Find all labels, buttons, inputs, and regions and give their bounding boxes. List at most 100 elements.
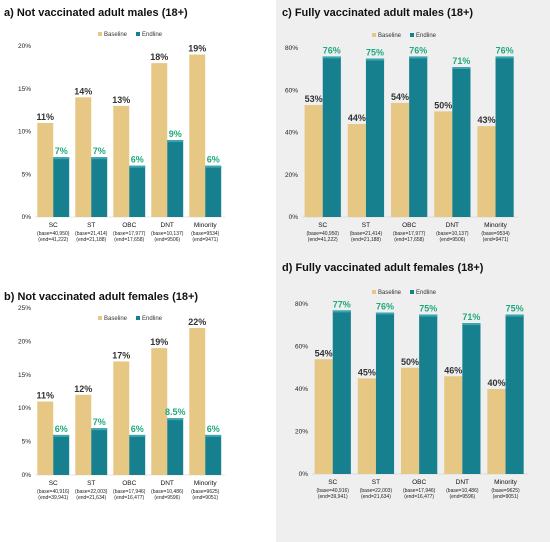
bar-endline xyxy=(495,56,514,218)
x-category-label: ST xyxy=(87,222,95,229)
legend-swatch-endline xyxy=(136,32,140,36)
data-label-endline: 6% xyxy=(131,424,144,434)
data-label-endline: 6% xyxy=(207,155,220,165)
y-tick-label: 15% xyxy=(18,86,31,93)
y-tick-label: 80% xyxy=(295,301,308,308)
sample-base-label: (base=17,977) xyxy=(113,231,146,237)
bar-baseline xyxy=(189,54,206,217)
bar-endline xyxy=(129,165,146,217)
legend: Baseline Endline xyxy=(372,290,437,296)
data-label-baseline: 43% xyxy=(477,115,495,125)
chart-title: a) Not vaccinated adult males (18+) xyxy=(4,7,188,19)
sample-end-label: (end=9506) xyxy=(154,237,180,243)
sample-base-label: (base=21,414) xyxy=(350,231,383,237)
y-tick-label: 5% xyxy=(22,171,32,178)
x-category-label: OBC xyxy=(402,222,416,229)
data-label-endline: 6% xyxy=(207,424,220,434)
bar-endline-cap xyxy=(322,56,341,59)
data-label-baseline: 17% xyxy=(112,350,130,360)
sample-end-label: (end=16,477) xyxy=(114,495,144,501)
y-tick-label: 10% xyxy=(18,129,31,136)
chart-title: b) Not vaccinated adult females (18+) xyxy=(4,291,198,303)
data-label-baseline: 45% xyxy=(358,367,376,377)
bar-baseline xyxy=(357,378,376,474)
bar-endline xyxy=(53,434,70,475)
bar-baseline xyxy=(444,376,463,474)
sample-end-label: (end=21,188) xyxy=(351,237,381,243)
sample-base-label: (base=17,946) xyxy=(113,489,146,495)
sample-base-label: (base=10,137) xyxy=(151,231,184,237)
x-category-label: DNT xyxy=(456,479,469,486)
legend-swatch-baseline xyxy=(372,290,376,294)
bar-endline xyxy=(205,434,222,475)
data-label-baseline: 44% xyxy=(348,113,366,123)
legend: Baseline Endline xyxy=(98,32,163,38)
data-label-endline: 71% xyxy=(462,312,480,322)
data-label-baseline: 22% xyxy=(188,317,206,327)
bar-endline xyxy=(205,165,222,217)
chart-d: d) Fully vaccinated adult females (18+) B… xyxy=(282,262,528,500)
chart-b: b) Not vaccinated adult females (18+) Bas… xyxy=(4,291,225,501)
bar-endline xyxy=(91,157,108,217)
sample-end-label: (end=21,634) xyxy=(76,495,106,501)
data-label-baseline: 12% xyxy=(74,384,92,394)
chart-panels: a) Not vaccinated adult males (18+) Basel… xyxy=(4,7,528,501)
data-label-baseline: 40% xyxy=(487,378,505,388)
bar-endline-cap xyxy=(365,58,385,61)
legend-swatch-baseline xyxy=(98,32,102,36)
x-category-label: DNT xyxy=(161,222,174,229)
y-tick-label: 10% xyxy=(18,405,31,412)
legend-swatch-endline xyxy=(410,33,414,37)
y-tick-label: 0% xyxy=(289,214,299,221)
y-tick-label: 20% xyxy=(18,338,31,345)
sample-base-label: (base=40,950) xyxy=(307,231,340,237)
y-tick-label: 20% xyxy=(295,429,308,436)
bar-endline xyxy=(332,310,351,474)
sample-base-label: (base=9534) xyxy=(191,231,220,237)
data-label-endline: 75% xyxy=(506,304,524,314)
y-tick-label: 80% xyxy=(285,45,298,52)
data-label-baseline: 50% xyxy=(401,357,419,367)
bar-endline-cap xyxy=(53,157,70,160)
bar-endline xyxy=(409,56,428,218)
data-label-endline: 75% xyxy=(366,48,384,58)
y-tick-label: 25% xyxy=(18,305,31,312)
x-category-label: ST xyxy=(372,479,380,486)
y-tick-label: 20% xyxy=(285,172,298,179)
bar-baseline xyxy=(151,348,168,475)
sample-end-label: (end=41,222) xyxy=(38,237,68,243)
data-label-endline: 71% xyxy=(452,56,470,66)
data-label-baseline: 53% xyxy=(305,94,323,104)
bar-endline xyxy=(167,140,184,217)
bar-endline-cap xyxy=(505,314,524,317)
legend-swatch-endline xyxy=(136,316,140,320)
sample-base-label: (base=40,950) xyxy=(37,231,70,237)
bar-endline xyxy=(505,314,524,474)
sample-end-label: (end=21,188) xyxy=(76,237,106,243)
bar-baseline xyxy=(314,359,333,474)
legend-swatch-baseline xyxy=(98,316,102,320)
bar-endline xyxy=(129,434,146,475)
sample-end-label: (end=17,658) xyxy=(114,237,144,243)
bar-endline-cap xyxy=(452,67,471,70)
x-category-label: Minority xyxy=(194,222,218,229)
sample-end-label: (end=9596) xyxy=(449,494,475,500)
data-label-baseline: 13% xyxy=(112,95,130,105)
bar-baseline xyxy=(434,111,453,217)
sample-end-label: (end=9596) xyxy=(154,495,180,501)
data-label-endline: 77% xyxy=(333,299,351,309)
data-label-endline: 6% xyxy=(55,424,68,434)
sample-base-label: (base=40,916) xyxy=(317,488,350,494)
data-label-baseline: 54% xyxy=(391,92,409,102)
sample-end-label: (end=9471) xyxy=(483,237,509,243)
legend-label-baseline: Baseline xyxy=(104,32,128,38)
x-category-label: OBC xyxy=(122,480,136,487)
y-tick-label: 40% xyxy=(295,386,308,393)
sample-base-label: (base=10,137) xyxy=(436,231,469,237)
x-category-label: DNT xyxy=(446,222,459,229)
sample-base-label: (base=9534) xyxy=(481,231,510,237)
sample-end-label: (end=16,477) xyxy=(404,494,434,500)
bar-baseline xyxy=(304,105,323,217)
chart-title: c) Fully vaccinated adult males (18+) xyxy=(282,7,473,19)
